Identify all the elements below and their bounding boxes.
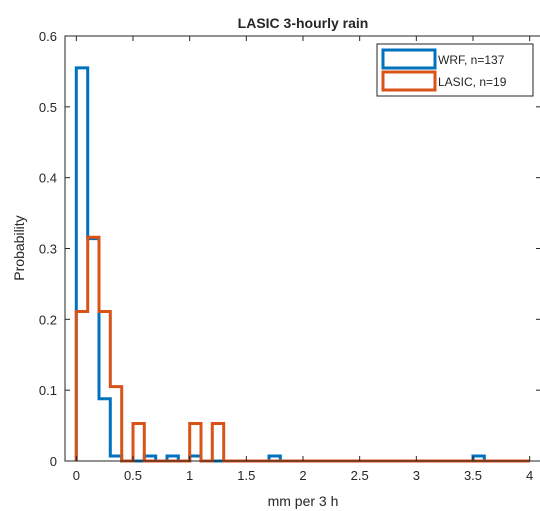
- x-tick-label: 3.5: [464, 468, 482, 483]
- x-tick-label: 0: [73, 468, 80, 483]
- y-axis-label: Probability: [11, 215, 27, 280]
- x-tick-label: 3: [413, 468, 420, 483]
- legend-swatch-wrf: [381, 48, 437, 70]
- legend-swatch-lasic: [381, 70, 437, 92]
- y-tick-label: 0.3: [39, 242, 57, 257]
- x-tick-label: 1: [186, 468, 193, 483]
- x-axis-label: mm per 3 h: [268, 493, 339, 509]
- y-tick-label: 0.2: [39, 312, 57, 327]
- x-tick-label: 4: [526, 468, 533, 483]
- x-tick-label: 1.5: [237, 468, 255, 483]
- chart-title: LASIC 3-hourly rain: [238, 15, 369, 31]
- legend-label-lasic: LASIC, n=19: [438, 75, 507, 89]
- y-tick-label: 0.6: [39, 29, 57, 44]
- x-tick-label: 0.5: [124, 468, 142, 483]
- axis-ticks: 0 0.5 1 1.5 2 2.5 3 3.5 4 0 0.1 0.2 0.3 0.4 0.5 0.6: [39, 29, 540, 483]
- x-tick-label: 2.5: [351, 468, 369, 483]
- legend: WRF, n=137 LASIC, n=19: [376, 43, 534, 97]
- legend-label-wrf: WRF, n=137: [438, 53, 505, 67]
- legend-box: [376, 43, 534, 97]
- y-tick-label: 0.5: [39, 100, 57, 115]
- x-tick-label: 2: [299, 468, 306, 483]
- plot-area: [65, 36, 540, 461]
- y-tick-label: 0.1: [39, 383, 57, 398]
- y-tick-label: 0.4: [39, 171, 57, 186]
- y-tick-label: 0: [50, 454, 57, 469]
